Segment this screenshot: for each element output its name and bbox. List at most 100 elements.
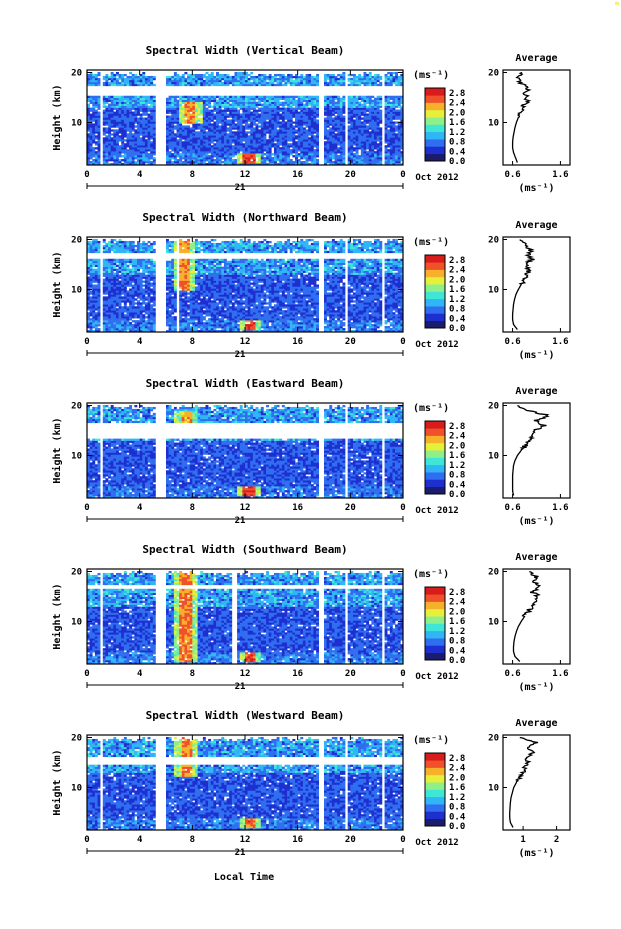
heatmap-cell <box>92 123 95 125</box>
heatmap-cell <box>240 82 243 84</box>
heatmap-cell <box>200 110 203 112</box>
heatmap-cell <box>258 145 261 147</box>
heatmap-cell <box>295 121 298 123</box>
heatmap-cell <box>316 139 319 141</box>
heatmap-cell <box>132 157 135 159</box>
heatmap-cell <box>256 155 259 157</box>
heatmap-cell <box>332 135 335 137</box>
heatmap-cell <box>153 114 156 116</box>
heatmap-cell <box>263 121 266 123</box>
heatmap-cell <box>290 104 293 106</box>
heatmap-cell <box>224 143 227 145</box>
heatmap-cell <box>216 72 219 74</box>
heatmap-cell <box>182 116 185 118</box>
heatmap-cell <box>153 133 156 135</box>
heatmap-cell <box>271 145 274 147</box>
heatmap-cell <box>121 135 124 137</box>
heatmap-cell <box>300 114 303 116</box>
heatmap-cell <box>216 112 219 114</box>
heatmap-cell <box>271 119 274 121</box>
heatmap-cell <box>269 108 272 110</box>
heatmap-cell <box>116 133 119 135</box>
heatmap-cell <box>253 135 256 137</box>
heatmap-cell <box>187 127 190 129</box>
heatmap-cell <box>134 118 137 120</box>
heatmap-cell <box>190 100 193 102</box>
heatmap-cell <box>285 116 288 118</box>
heatmap-cell <box>263 96 266 98</box>
heatmap-cell <box>90 82 93 84</box>
heatmap-cell <box>245 121 248 123</box>
heatmap-cell <box>111 139 114 141</box>
heatmap-cell <box>213 78 216 80</box>
heatmap-cell <box>206 80 209 82</box>
heatmap-cell <box>137 108 140 110</box>
heatmap-cell <box>166 118 169 120</box>
heatmap-cell <box>192 133 195 135</box>
heatmap-cell <box>200 129 203 131</box>
heatmap-cell <box>113 112 116 114</box>
heatmap-cell <box>237 104 240 106</box>
heatmap-cell <box>182 129 185 131</box>
heatmap-cell <box>90 125 93 127</box>
heatmap-cell <box>298 96 301 98</box>
heatmap-cell <box>90 147 93 149</box>
heatmap-cell <box>198 102 201 104</box>
heatmap-cell <box>171 131 174 133</box>
heatmap-cell <box>145 161 148 163</box>
heatmap-cell <box>311 108 314 110</box>
heatmap-cell <box>203 125 206 127</box>
heatmap-cell <box>145 141 148 143</box>
heatmap-cell <box>308 119 311 121</box>
heatmap-cell <box>169 110 172 112</box>
heatmap-cell <box>263 98 266 100</box>
heatmap-cell <box>153 84 156 86</box>
heatmap-cell <box>329 147 332 149</box>
heatmap-cell <box>269 80 272 82</box>
heatmap-cell <box>132 123 135 125</box>
heatmap-cell <box>242 104 245 106</box>
heatmap-cell <box>103 155 106 157</box>
heatmap-cell <box>237 151 240 153</box>
heatmap-cell <box>166 155 169 157</box>
heatmap-cell <box>116 155 119 157</box>
heatmap-cell <box>171 161 174 163</box>
heatmap-cell <box>200 96 203 98</box>
heatmap-cell <box>274 143 277 145</box>
heatmap-cell <box>269 114 272 116</box>
heatmap-cell <box>171 145 174 147</box>
heatmap-cell <box>269 155 272 157</box>
heatmap-cell <box>124 157 127 159</box>
heatmap-cell <box>227 74 230 76</box>
heatmap-cell <box>187 149 190 151</box>
heatmap-cell <box>208 125 211 127</box>
heatmap-cell <box>98 123 101 125</box>
heatmap-cell <box>224 116 227 118</box>
heatmap-cell <box>308 98 311 100</box>
heatmap-cell <box>269 116 272 118</box>
heatmap-cell <box>316 141 319 143</box>
heatmap-cell <box>327 151 330 153</box>
heatmap-cell <box>203 98 206 100</box>
heatmap-cell <box>206 102 209 104</box>
heatmap-cell <box>129 72 132 74</box>
heatmap-cell <box>174 74 177 76</box>
heatmap-cell <box>261 129 264 131</box>
heatmap-cell <box>195 127 198 129</box>
heatmap-cell <box>116 121 119 123</box>
heatmap-cell <box>108 116 111 118</box>
heatmap-cell <box>290 76 293 78</box>
heatmap-cell <box>177 121 180 123</box>
heatmap-cell <box>198 106 201 108</box>
heatmap-cell <box>303 141 306 143</box>
heatmap-cell <box>290 123 293 125</box>
heatmap-cell <box>92 141 95 143</box>
heatmap-cell <box>271 98 274 100</box>
heatmap-cell <box>166 161 169 163</box>
heatmap-cell <box>166 141 169 143</box>
heatmap-cell <box>206 125 209 127</box>
heatmap-cell <box>113 149 116 151</box>
heatmap-cell <box>216 116 219 118</box>
heatmap-cell <box>92 149 95 151</box>
heatmap-cell <box>266 110 269 112</box>
